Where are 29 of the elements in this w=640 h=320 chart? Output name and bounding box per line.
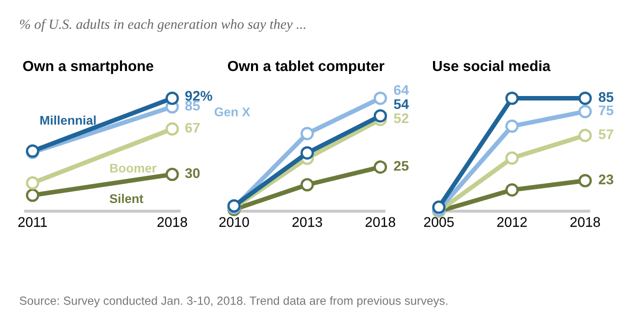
x-tick-label: 2011 [18, 217, 47, 227]
data-label: 25 [394, 160, 409, 171]
data-label: 54 [394, 99, 409, 110]
chart-title: Use social media [433, 60, 551, 72]
x-tick-label: 2018 [366, 217, 396, 227]
x-tick-label: 2012 [497, 217, 527, 227]
chart-title: Own a smartphone [23, 60, 154, 74]
x-tick-label: 2010 [219, 217, 249, 227]
text: Gen X [214, 107, 250, 116]
chart-title: Own a tablet computer [228, 60, 384, 74]
x-tick-label: 2005 [424, 217, 454, 227]
series-label: Millennial [40, 116, 96, 125]
data-label: 23 [598, 174, 614, 184]
text: % of U.S. adults in each generation who say they ... [20, 19, 306, 32]
series-label: Silent [110, 194, 144, 204]
data-label: 64 [394, 85, 409, 95]
data-label: 52 [394, 113, 408, 124]
data-label: 75 [598, 106, 614, 116]
data-label: 57 [598, 130, 614, 140]
x-tick-label: 2018 [570, 217, 600, 227]
source-note: Source: Survey conducted Jan. 3-10, 2018. Trend data are from previous surveys. [20, 296, 448, 308]
data-label: 67 [185, 122, 200, 133]
x-tick-label: 2018 [157, 217, 188, 227]
data-label: 85 [185, 100, 200, 111]
data-label: 30 [185, 168, 200, 178]
x-tick-label: 2013 [292, 217, 322, 227]
data-label: 85 [598, 92, 614, 102]
series-label: Boomer [110, 164, 156, 173]
data-label: 92% [185, 90, 212, 101]
